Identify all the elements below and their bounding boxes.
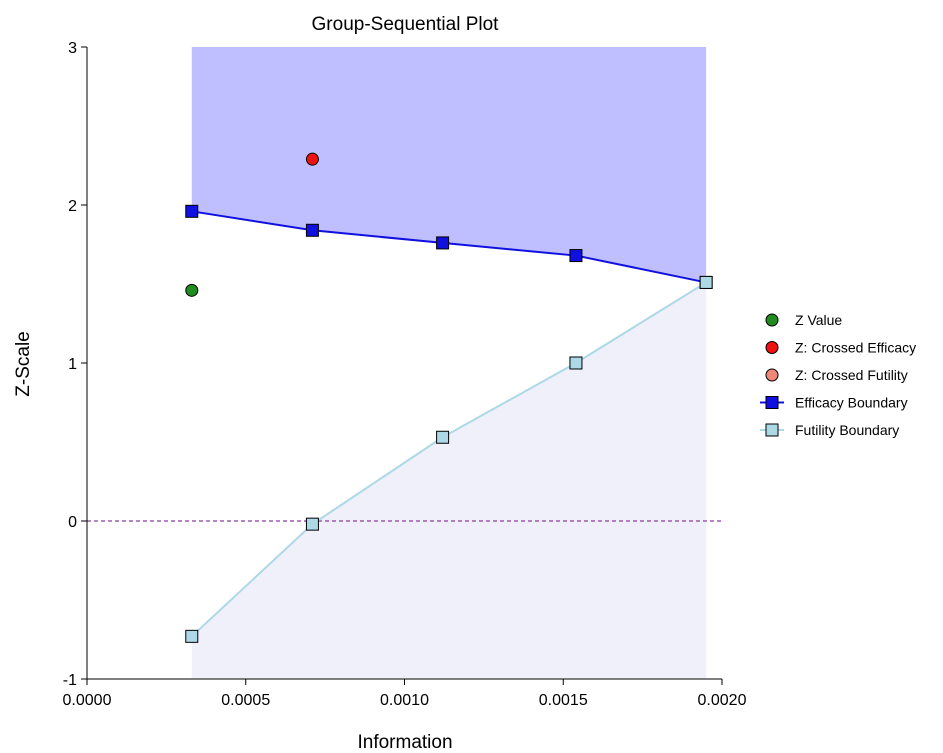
legend: Z Value Z: Crossed Efficacy Z: Crossed Fut… xyxy=(760,312,916,438)
boundary-regions xyxy=(191,47,707,679)
legend-label-z-crossed-futility: Z: Crossed Futility xyxy=(795,367,908,383)
legend-label-futility-boundary: Futility Boundary xyxy=(795,422,899,438)
futility-boundary-point xyxy=(569,356,583,370)
axes: -1 0 1 2 3 0.0000 0.0005 0.0010 0.0015 0.0020 xyxy=(63,40,747,709)
legend-marker-z-crossed-futility xyxy=(765,368,779,382)
legend-marker-efficacy-boundary xyxy=(765,396,779,409)
y-tick-label: 2 xyxy=(68,198,77,215)
futility-region xyxy=(191,282,707,679)
y-tick-label: 0 xyxy=(68,514,77,531)
chart-title: Group-Sequential Plot xyxy=(312,14,500,35)
y-tick-label: 1 xyxy=(68,356,77,373)
efficacy-boundary-point xyxy=(305,223,319,237)
efficacy-region xyxy=(191,47,707,283)
y-tick-label: -1 xyxy=(63,672,77,689)
legend-label-z-crossed-efficacy: Z: Crossed Efficacy xyxy=(795,340,916,356)
legend-marker-z-value xyxy=(765,313,779,327)
z-crossed-efficacy-point xyxy=(305,152,319,166)
y-axis-title: Z-Scale xyxy=(13,331,34,396)
x-axis-title: Information xyxy=(357,732,452,753)
legend-label-efficacy-boundary: Efficacy Boundary xyxy=(795,395,908,411)
futility-boundary-point xyxy=(305,517,319,531)
x-tick-label: 0.0020 xyxy=(698,692,747,709)
legend-marker-futility-boundary xyxy=(765,423,779,437)
efficacy-boundary-point xyxy=(436,236,450,250)
futility-boundary-point xyxy=(699,275,713,289)
efficacy-boundary-point xyxy=(569,249,583,263)
x-tick-label: 0.0010 xyxy=(380,692,429,709)
efficacy-boundary-point xyxy=(185,204,199,218)
legend-label-z-value: Z Value xyxy=(795,312,842,328)
y-tick-label: 3 xyxy=(68,40,77,57)
futility-boundary-point xyxy=(185,629,199,643)
series-layer xyxy=(185,152,713,643)
futility-boundary-point xyxy=(436,430,450,444)
legend-marker-z-crossed-efficacy xyxy=(765,341,779,354)
x-tick-label: 0.0000 xyxy=(63,692,112,709)
x-tick-label: 0.0005 xyxy=(221,692,270,709)
z-value-point xyxy=(185,283,199,297)
x-tick-label: 0.0015 xyxy=(539,692,588,709)
